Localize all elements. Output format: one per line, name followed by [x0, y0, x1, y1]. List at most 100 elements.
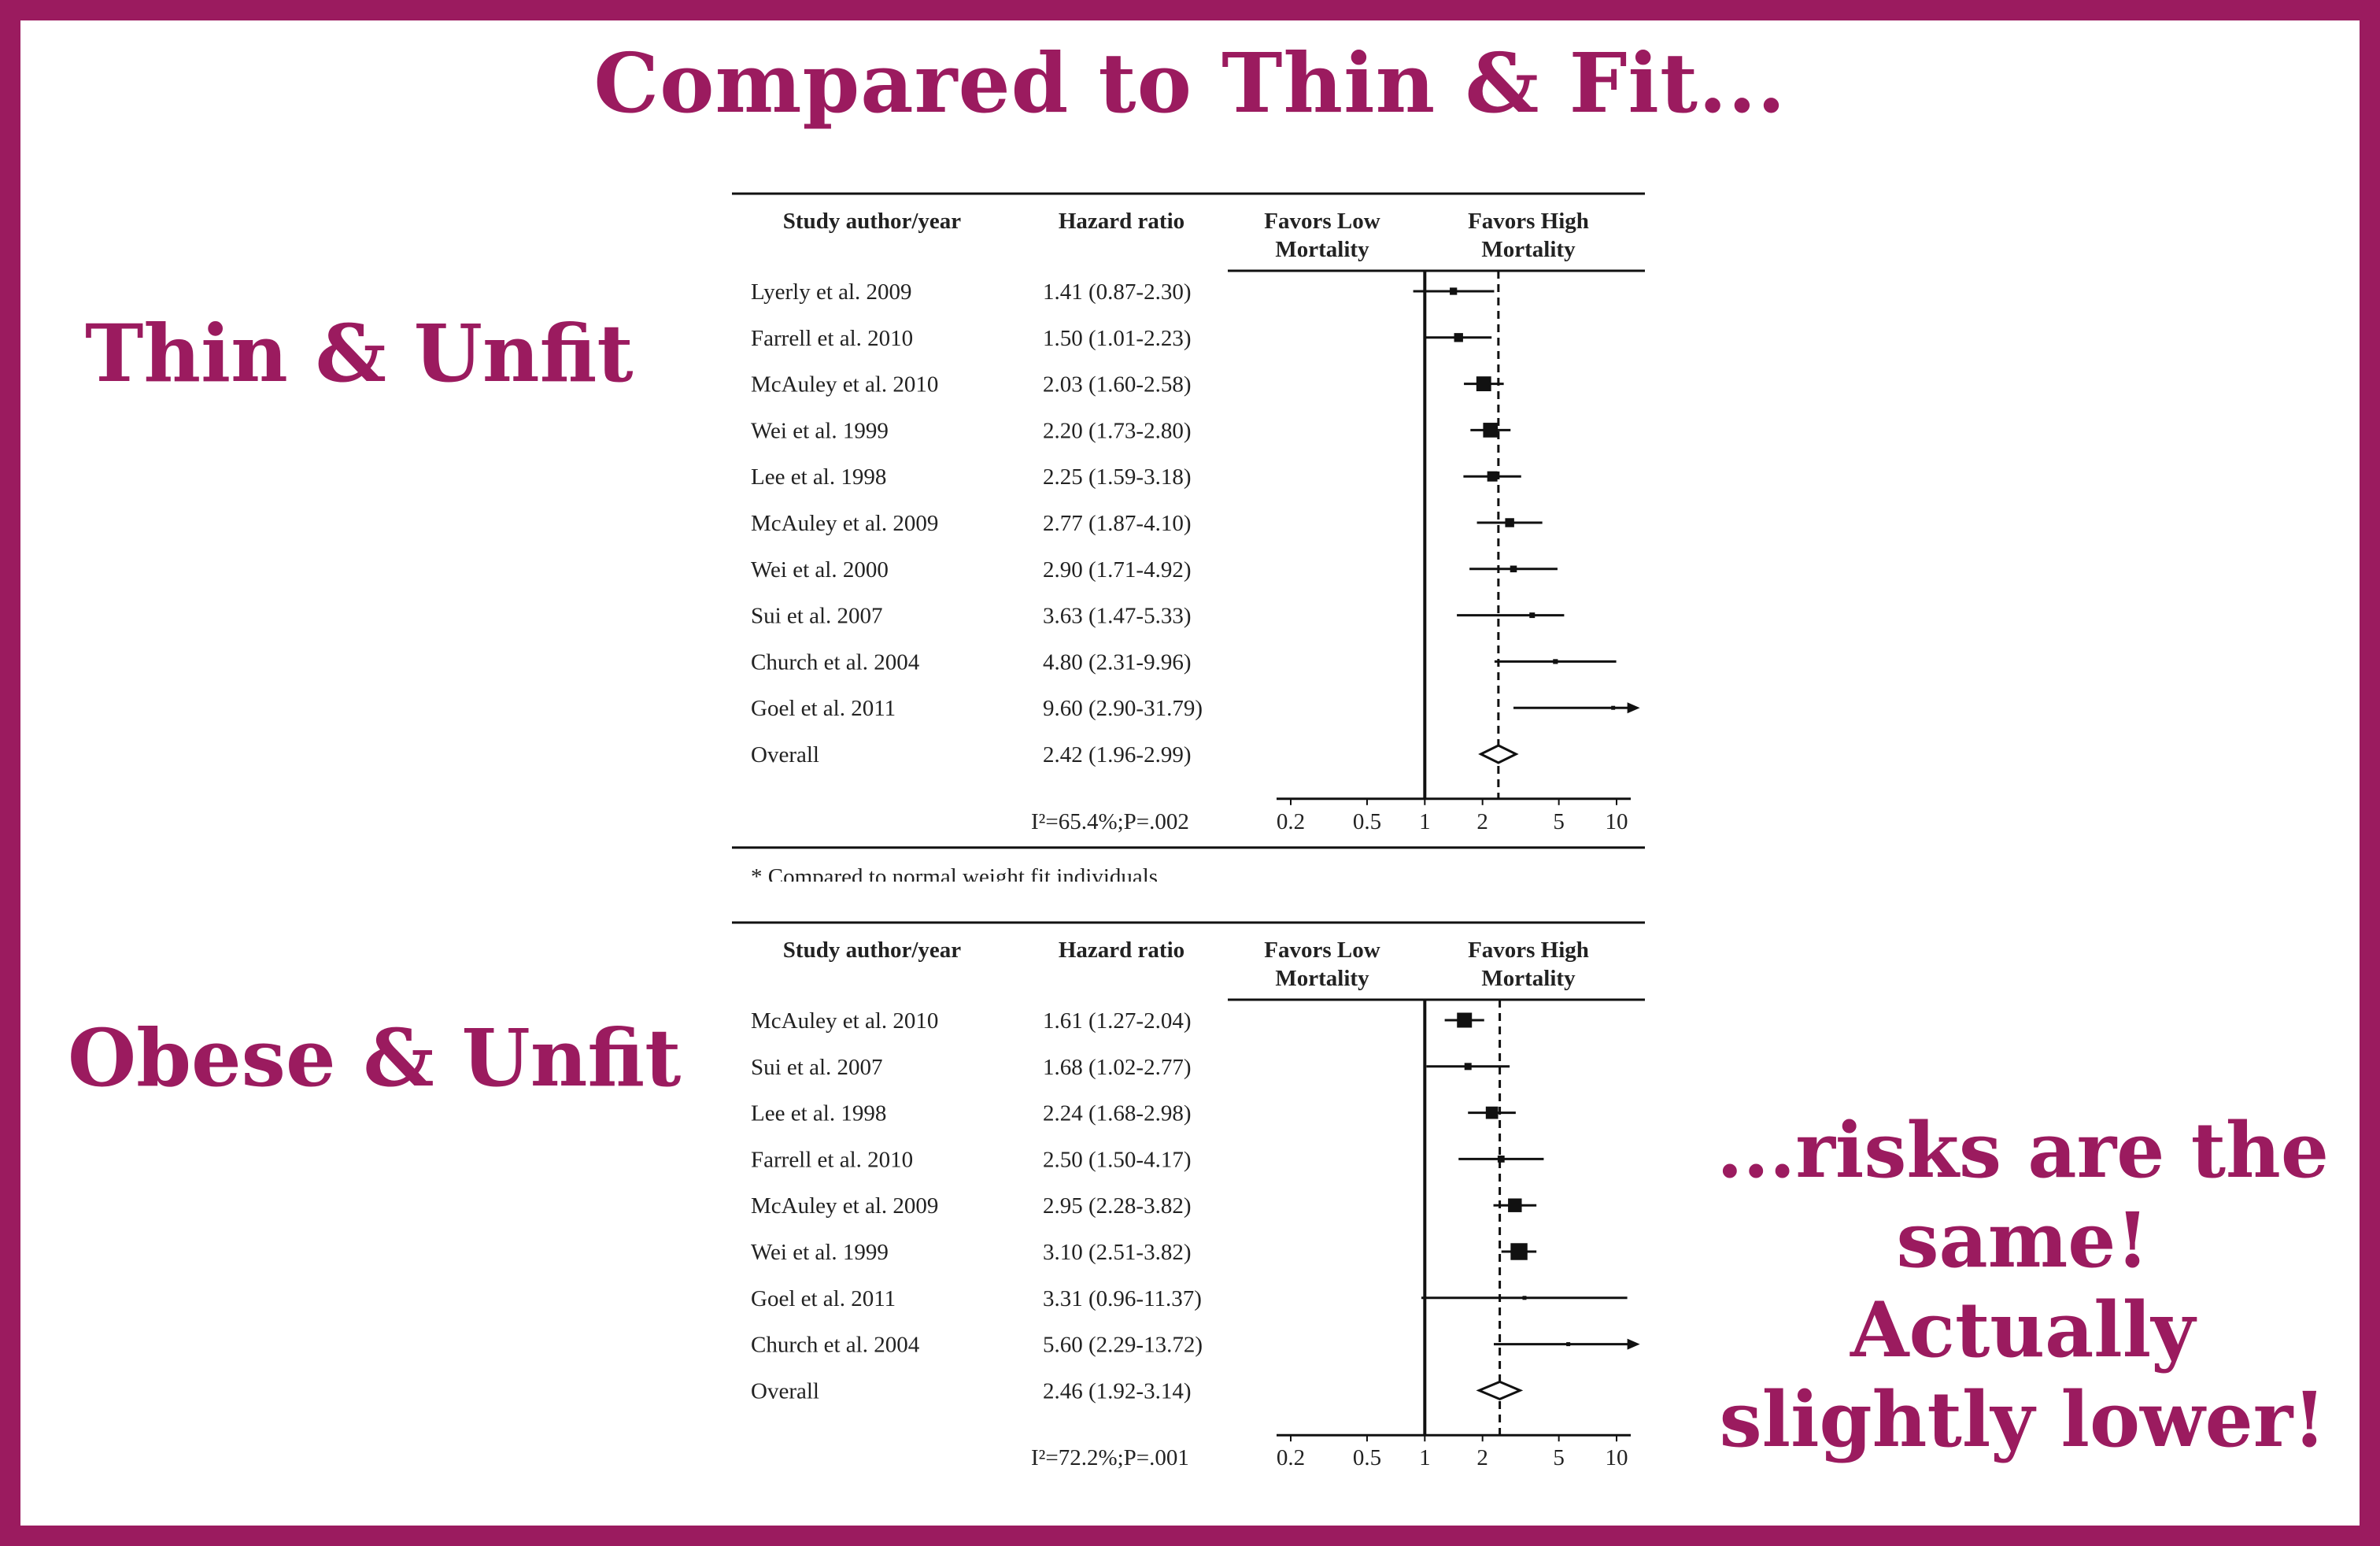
header-favors-low: Favors Low: [1264, 209, 1380, 234]
study-label: Wei et al. 2000: [751, 557, 889, 583]
study-label: Wei et al. 1999: [751, 1240, 889, 1265]
slide-title: Compared to Thin & Fit...: [593, 35, 1787, 131]
hazard-ratio-value: 3.63 (1.47-5.33): [1043, 604, 1191, 629]
point-estimate: [1476, 376, 1491, 392]
point-estimate: [1457, 1012, 1473, 1028]
hazard-ratio-value: 2.77 (1.87-4.10): [1043, 511, 1191, 536]
point-estimate: [1510, 565, 1517, 573]
x-tick-label: 10: [1606, 809, 1628, 834]
hazard-ratio-value: 2.50 (1.50-4.17): [1043, 1147, 1191, 1172]
hazard-ratio-value: 2.95 (2.28-3.82): [1043, 1193, 1191, 1219]
point-estimate: [1505, 518, 1514, 527]
point-estimate: [1450, 287, 1458, 295]
x-tick-label: 2: [1476, 1445, 1488, 1469]
header-favors-low: Mortality: [1275, 966, 1369, 991]
overall-label: Overall: [751, 742, 819, 767]
conclusion-line: Actually: [1850, 1285, 2195, 1374]
overall-diamond: [1478, 744, 1519, 764]
study-label: McAuley et al. 2010: [751, 372, 938, 398]
study-label: Goel et al. 2011: [751, 1286, 896, 1311]
hazard-ratio-value: 4.80 (2.31-9.96): [1043, 649, 1191, 675]
header-favors-high: Mortality: [1481, 237, 1576, 262]
study-label: McAuley et al. 2009: [751, 1193, 938, 1219]
x-tick-label: 2: [1476, 809, 1488, 834]
study-label: Church et al. 2004: [751, 649, 920, 675]
conclusion-text: ...risks are the same! Actually slightly…: [1708, 1106, 2338, 1465]
point-estimate: [1529, 612, 1536, 619]
hazard-ratio-value: 2.20 (1.73-2.80): [1043, 418, 1191, 443]
point-estimate: [1566, 1342, 1571, 1347]
x-tick-label: 10: [1606, 1445, 1628, 1469]
hazard-ratio-value: 2.90 (1.71-4.92): [1043, 557, 1191, 583]
hazard-ratio-value: 2.24 (1.68-2.98): [1043, 1101, 1191, 1126]
header-hazard-ratio: Hazard ratio: [1059, 938, 1184, 963]
header-favors-low: Favors Low: [1264, 938, 1380, 963]
point-estimate: [1454, 333, 1463, 342]
ci-arrow: [1627, 1338, 1640, 1350]
heterogeneity-stat: I²=65.4%;P=.002: [1031, 809, 1189, 834]
study-label: Farrell et al. 2010: [751, 326, 913, 351]
point-estimate: [1485, 1106, 1499, 1119]
header-hazard-ratio: Hazard ratio: [1059, 209, 1184, 234]
conclusion-line: ...risks are the: [1717, 1106, 2329, 1195]
hazard-ratio-value: 3.31 (0.96-11.37): [1043, 1286, 1202, 1311]
header-favors-low: Mortality: [1275, 237, 1369, 262]
study-label: Lyerly et al. 2009: [751, 279, 912, 305]
label-thin-unfit: Thin & Unfit: [85, 307, 634, 400]
label-obese-unfit: Obese & Unfit: [68, 1012, 682, 1104]
conclusion-line: slightly lower!: [1719, 1375, 2326, 1464]
hazard-ratio-value: 1.68 (1.02-2.77): [1043, 1055, 1191, 1080]
header-favors-high: Favors High: [1468, 938, 1589, 963]
point-estimate: [1483, 423, 1499, 438]
study-label: Lee et al. 1998: [751, 1101, 886, 1126]
x-tick-label: 0.2: [1277, 1445, 1305, 1469]
x-tick-label: 5: [1553, 1445, 1565, 1469]
point-estimate: [1464, 1063, 1472, 1071]
header-favors-high: Favors High: [1468, 209, 1589, 234]
x-tick-label: 0.5: [1353, 809, 1381, 834]
x-tick-label: 1: [1419, 1445, 1431, 1469]
overall-label: Overall: [751, 1378, 819, 1404]
ci-arrow: [1627, 702, 1640, 714]
overall-hazard-ratio: 2.46 (1.92-3.14): [1043, 1378, 1191, 1404]
study-label: Church et al. 2004: [751, 1333, 920, 1358]
conclusion-line: same!: [1896, 1196, 2149, 1285]
header-favors-high: Mortality: [1481, 966, 1576, 991]
forest-plot-obese-unfit: Study author/year Hazard ratio Favors Low F…: [732, 921, 1645, 1469]
header-study: Study author/year: [783, 938, 962, 963]
footnote: * Compared to normal weight fit individu…: [751, 864, 1158, 882]
study-label: Sui et al. 2007: [751, 604, 883, 629]
point-estimate: [1553, 659, 1558, 664]
hazard-ratio-value: 2.25 (1.59-3.18): [1043, 464, 1191, 490]
study-label: Lee et al. 1998: [751, 464, 886, 490]
point-estimate: [1510, 1243, 1528, 1260]
hazard-ratio-value: 1.61 (1.27-2.04): [1043, 1008, 1191, 1034]
forest-plot-thin-unfit: Study author/year Hazard ratio Favors Low F…: [732, 192, 1645, 882]
x-tick-label: 5: [1553, 809, 1565, 834]
header-study: Study author/year: [783, 209, 962, 234]
study-label: Farrell et al. 2010: [751, 1147, 913, 1172]
study-label: McAuley et al. 2010: [751, 1008, 938, 1034]
heterogeneity-stat: I²=72.2%;P=.001: [1031, 1445, 1189, 1469]
point-estimate: [1497, 1155, 1505, 1163]
x-tick-label: 1: [1419, 809, 1431, 834]
point-estimate: [1487, 471, 1498, 482]
study-label: Sui et al. 2007: [751, 1055, 883, 1080]
hazard-ratio-value: 1.50 (1.01-2.23): [1043, 326, 1191, 351]
study-label: McAuley et al. 2009: [751, 511, 938, 536]
overall-diamond: [1476, 1380, 1524, 1401]
hazard-ratio-value: 5.60 (2.29-13.72): [1043, 1333, 1203, 1358]
x-tick-label: 0.2: [1277, 809, 1305, 834]
study-label: Wei et al. 1999: [751, 418, 889, 443]
hazard-ratio-value: 1.41 (0.87-2.30): [1043, 279, 1191, 305]
hazard-ratio-value: 9.60 (2.90-31.79): [1043, 696, 1203, 721]
hazard-ratio-value: 3.10 (2.51-3.82): [1043, 1240, 1191, 1265]
overall-hazard-ratio: 2.42 (1.96-2.99): [1043, 742, 1191, 767]
point-estimate: [1611, 705, 1616, 710]
study-label: Goel et al. 2011: [751, 696, 896, 721]
hazard-ratio-value: 2.03 (1.60-2.58): [1043, 372, 1191, 398]
point-estimate: [1508, 1198, 1522, 1212]
point-estimate: [1522, 1296, 1527, 1300]
x-tick-label: 0.5: [1353, 1445, 1381, 1469]
